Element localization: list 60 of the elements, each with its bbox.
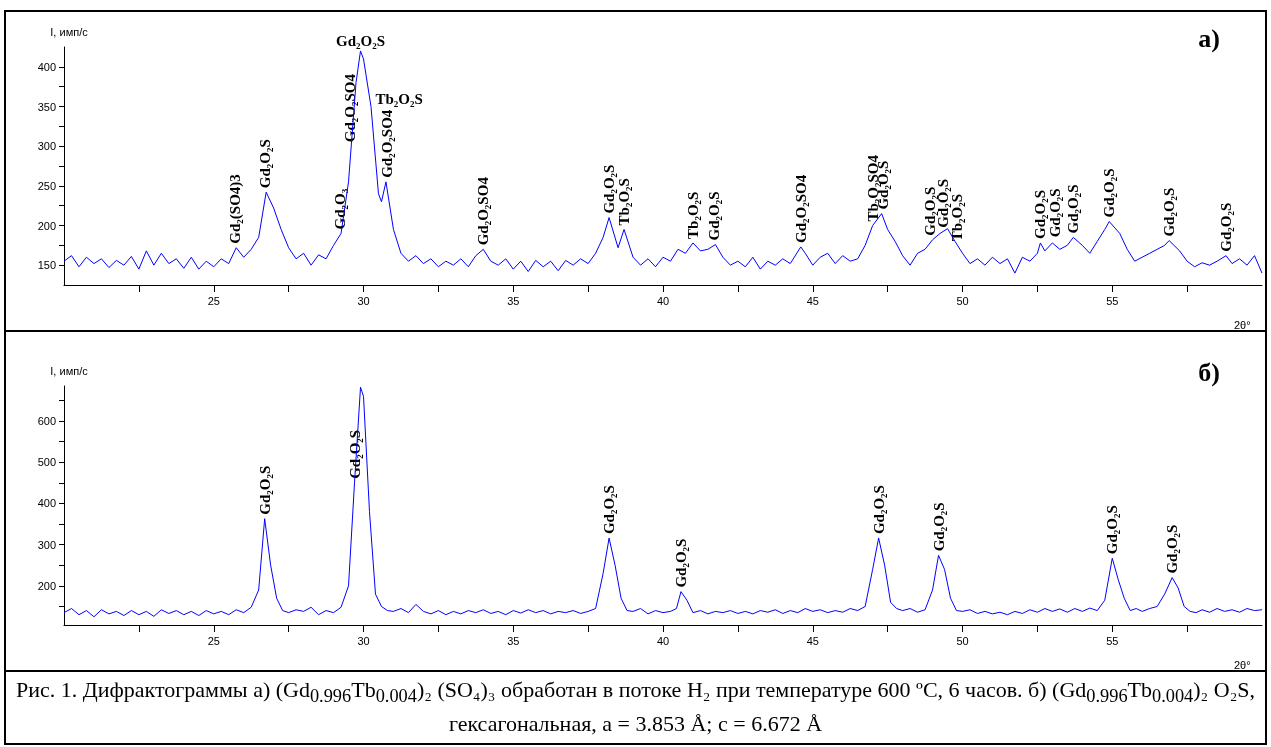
- x-tick-label: 25: [207, 634, 220, 647]
- x-tick-label: 45: [806, 294, 819, 307]
- annotation: Gd₂O₂S: [705, 191, 722, 241]
- x-tick-label: 55: [1106, 634, 1119, 647]
- annotation: Gd₂O₂S: [672, 538, 689, 588]
- annotation: Gd₂O₂S: [601, 164, 618, 214]
- y-tick-label: 300: [37, 140, 56, 153]
- annotation: Gd₂O₂SO4: [379, 109, 396, 178]
- annotation: Gd₂O₂SO4: [342, 73, 359, 143]
- x-axis-title: 2θ°: [1234, 318, 1251, 331]
- y-tick-label: 400: [37, 497, 56, 510]
- annotation: Gd₂O₂SO4: [475, 176, 492, 246]
- y-tick-label: 500: [37, 456, 56, 469]
- annotation: Gd₂O₂S: [1218, 202, 1235, 252]
- x-tick-label: 30: [357, 294, 370, 307]
- x-tick-label: 35: [507, 634, 520, 647]
- annotation: Gd₂O₂S: [1047, 188, 1064, 238]
- x-tick-label: 55: [1106, 294, 1119, 307]
- annotation: Gd₂O₂S: [1032, 189, 1049, 239]
- y-axis-title: I, имп/с: [50, 25, 89, 38]
- annotation: Gd₂O₃: [331, 188, 348, 230]
- x-tick-label: 35: [507, 294, 520, 307]
- annotation: Gd₂O₂S: [336, 33, 386, 50]
- chart-title: a): [1198, 23, 1221, 53]
- annotation: Gd₂O₂SO4: [792, 174, 809, 243]
- annotation: Gd₂O₂S: [256, 139, 273, 189]
- chart-title: б): [1198, 357, 1221, 387]
- x-tick-label: 30: [357, 634, 370, 647]
- y-tick-label: 350: [37, 100, 56, 113]
- annotation: Gd₂O₂S: [256, 465, 273, 515]
- y-axis-title: I, имп/с: [50, 364, 89, 377]
- annotation: Gd₂(SO4)3: [226, 174, 244, 244]
- annotation: Tb₂O₂S: [375, 90, 423, 107]
- annotation: Gd₂O₂S: [1101, 168, 1118, 218]
- annotation: Gd₂O₂S: [930, 502, 947, 552]
- y-tick-label: 300: [37, 538, 56, 551]
- x-tick-label: 40: [656, 294, 670, 307]
- x-tick-label: 45: [806, 634, 819, 647]
- x-tick-label: 50: [956, 634, 969, 647]
- annotation: Gd₂O₂S: [1065, 184, 1082, 234]
- y-tick-label: 200: [37, 219, 56, 232]
- y-tick-label: 150: [37, 259, 56, 272]
- y-tick-label: 250: [37, 179, 56, 192]
- annotation: Gd₂O₂S: [921, 186, 938, 236]
- y-tick-label: 200: [37, 579, 56, 592]
- annotation: Tb₂O₂S: [616, 178, 633, 226]
- x-tick-label: 25: [207, 294, 220, 307]
- x-tick-label: 50: [956, 294, 969, 307]
- annotation: Gd₂O₂S: [346, 429, 363, 479]
- x-axis-title: 2θ°: [1234, 658, 1251, 671]
- text: Рис. 1. Дифрактограммы а) (Gd$_{0.996}$Tb$_{0.004}$)₂ (SO₄)₃ обработан в потоке H₂ при температуре 600 ºC, 6 часов. б) (Gd$_{0.996}$Tb$_{0.004}$)₂ O₂S, гексагональная, a = 3.853 Å; c = 6.672 Å: [15, 677, 1256, 737]
- annotation: Gd₂O₂S: [1104, 505, 1121, 555]
- annotation: Gd₂O₂S: [1161, 187, 1178, 237]
- y-tick-label: 400: [37, 60, 56, 73]
- annotation: Tb₂O₂S: [684, 191, 701, 239]
- annotation: Gd₂O₂S: [870, 485, 887, 535]
- annotation: Gd₂O₂S: [601, 485, 618, 535]
- annotation: Gd₂O₂S: [1164, 524, 1181, 574]
- x-tick-label: 40: [656, 634, 670, 647]
- y-tick-label: 600: [37, 415, 56, 428]
